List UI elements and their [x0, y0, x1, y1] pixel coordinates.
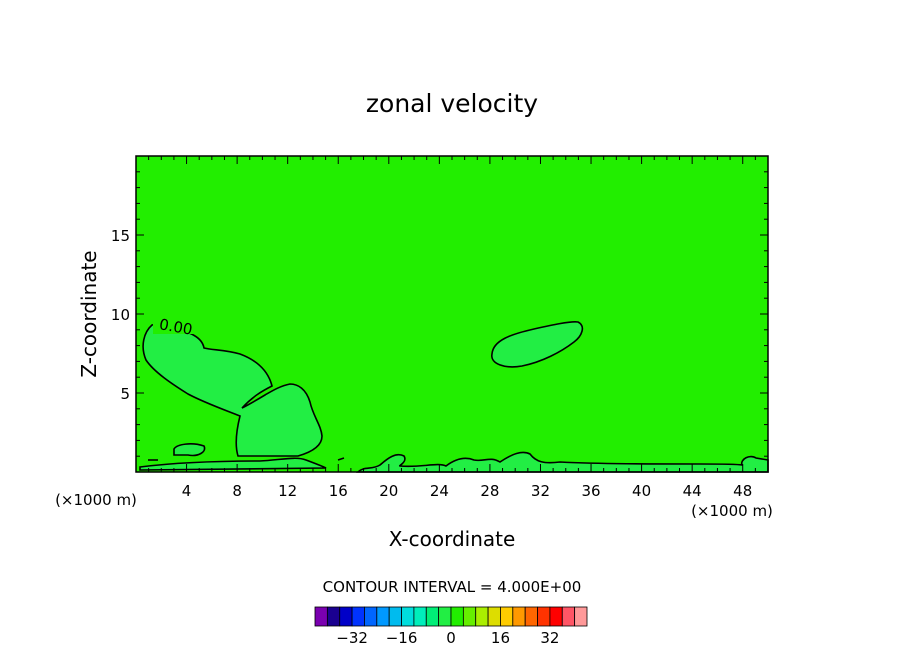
x-tick-label: 8	[232, 482, 242, 500]
colorbar-tick-label: −16	[386, 629, 418, 647]
x-tick-label: 36	[581, 482, 600, 500]
colorbar-swatch	[512, 606, 526, 627]
colorbar-swatch	[524, 606, 538, 627]
x-tick-label: 20	[379, 482, 398, 500]
colorbar-swatch	[351, 606, 365, 627]
y-tick-label: 5	[120, 385, 130, 403]
colorbar-swatch	[561, 606, 576, 627]
contour-region-small-left	[173, 443, 206, 457]
colorbar-swatch	[314, 606, 328, 627]
colorbar-swatch	[574, 606, 588, 627]
x-axis-label: X-coordinate	[389, 527, 516, 551]
colorbar-swatch	[401, 606, 415, 627]
contour-region-mid	[491, 321, 584, 368]
y-unit-label: (×1000 m)	[55, 491, 137, 509]
x-tick-label: 24	[430, 482, 449, 500]
y-axis-label: Z-coordinate	[77, 250, 101, 377]
contour-line-small-2	[337, 457, 345, 461]
colorbar-tick-label: −32	[336, 629, 368, 647]
colorbar-swatch	[339, 606, 353, 627]
colorbar-swatch	[500, 606, 514, 627]
colorbar-tick-label: 0	[446, 629, 456, 647]
y-axis: 5 10 15	[111, 171, 768, 457]
contour-region-near-surface	[356, 451, 769, 473]
y-tick-label: 15	[111, 227, 130, 245]
x-tick-label: 12	[278, 482, 297, 500]
colorbar-swatch	[376, 606, 390, 627]
colorbar-swatch	[487, 606, 501, 627]
colorbar-swatch	[450, 606, 464, 627]
x-tick-label: 4	[182, 482, 192, 500]
plot-area-background	[136, 156, 768, 472]
contour-label: 0.00	[158, 315, 194, 339]
x-tick-label: 40	[632, 482, 651, 500]
colorbar-swatch	[462, 606, 477, 627]
colorbar-tick-label: 16	[491, 629, 510, 647]
contour-regions	[139, 321, 769, 473]
colorbar-tick-label: 32	[540, 629, 559, 647]
y-tick-label: 10	[111, 306, 130, 324]
colorbar-swatch	[425, 606, 440, 627]
contour-interval-text: CONTOUR INTERVAL = 4.000E+00	[323, 578, 582, 596]
colorbar-swatch	[413, 606, 427, 627]
x-tick-label: 44	[683, 482, 702, 500]
colorbar-swatch	[549, 606, 563, 627]
colorbar-swatch	[537, 606, 551, 627]
x-axis: 4 8 12 16 20 24 28 32 36 40 44 48	[148, 156, 756, 500]
colorbar-swatch	[364, 606, 378, 627]
x-tick-label: 32	[531, 482, 550, 500]
colorbar-swatch	[326, 606, 341, 627]
colorbar-swatch	[388, 606, 402, 627]
contour-region-upper-left	[142, 323, 323, 457]
colorbar-swatch	[475, 606, 489, 627]
chart-title: zonal velocity	[366, 89, 538, 118]
colorbar: −32 −16 0 16 32	[314, 606, 588, 647]
x-unit-label: (×1000 m)	[691, 502, 773, 520]
x-tick-label: 16	[329, 482, 348, 500]
colorbar-swatch	[438, 606, 452, 627]
x-tick-label: 28	[480, 482, 499, 500]
x-tick-label: 48	[733, 482, 752, 500]
